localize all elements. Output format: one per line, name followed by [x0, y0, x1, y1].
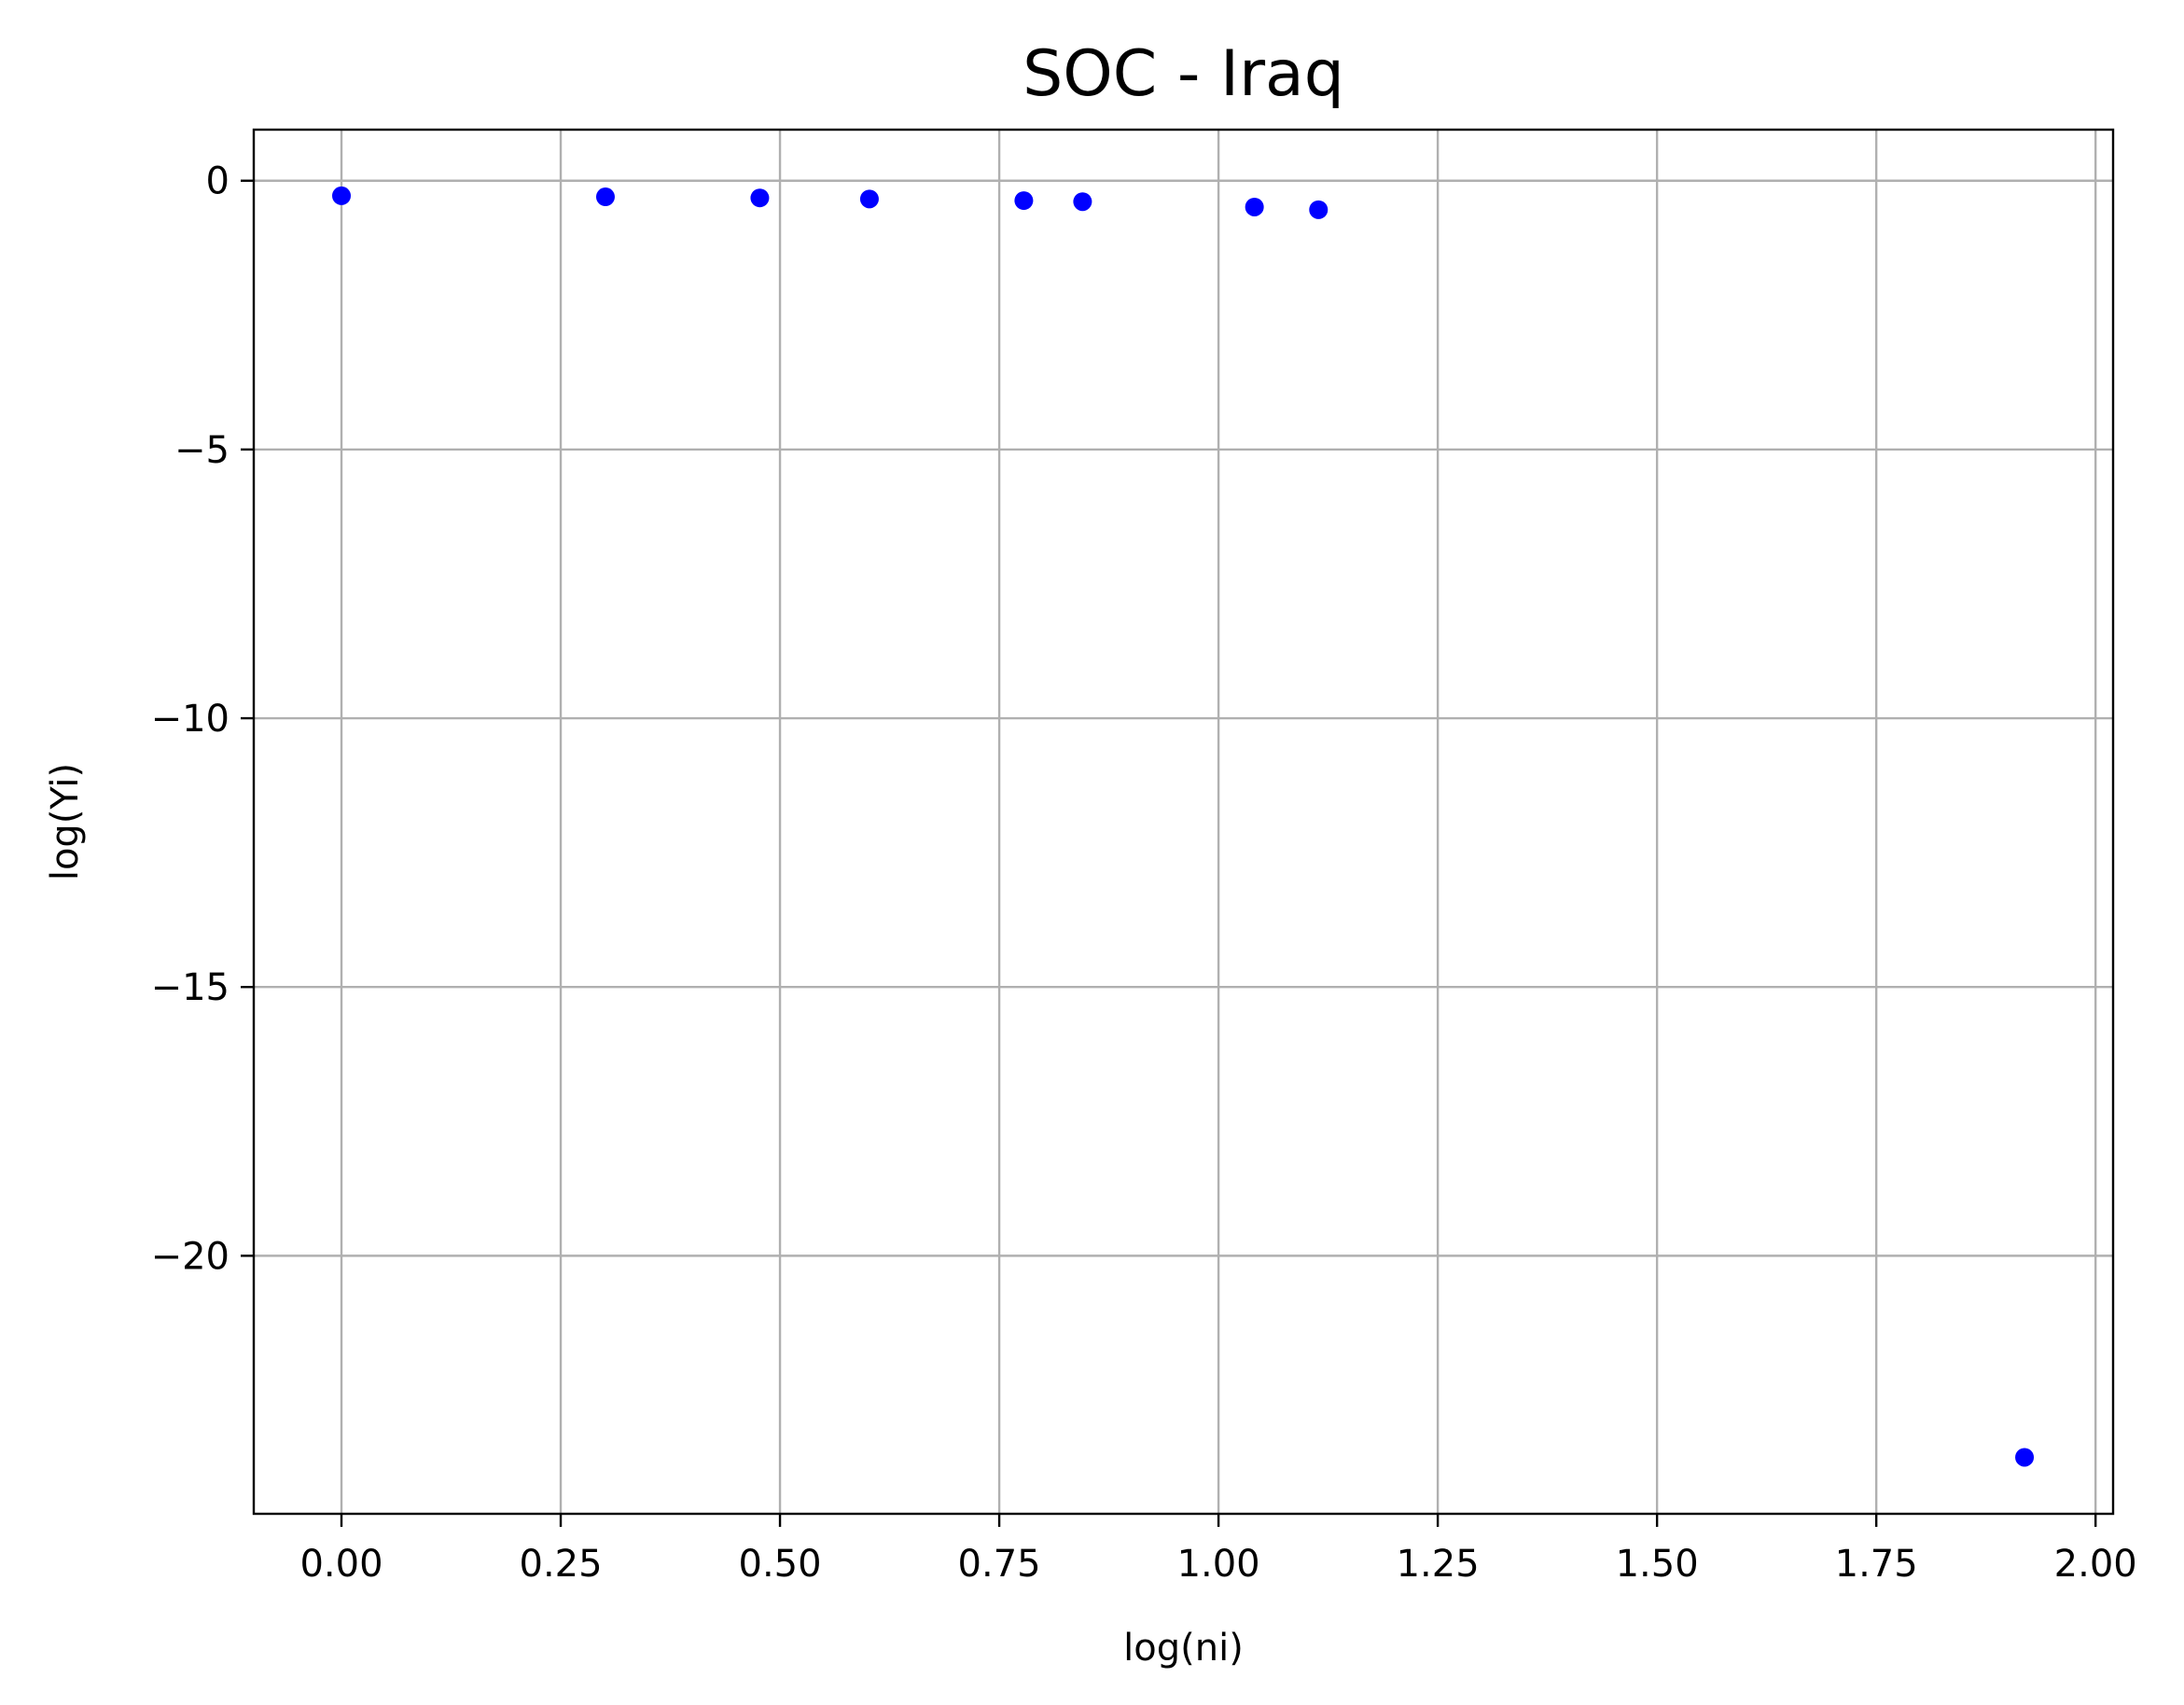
x-tick-label: 1.25	[1397, 1543, 1480, 1586]
data-points	[332, 186, 2035, 1467]
grid	[254, 130, 2113, 1514]
x-tick-label: 1.75	[1835, 1543, 1918, 1586]
chart-title: SOC - Iraq	[1022, 37, 1344, 111]
x-tick-label: 0.50	[739, 1543, 822, 1586]
y-tick-label: −10	[151, 698, 230, 741]
x-tick-label: 1.00	[1177, 1543, 1260, 1586]
x-axis-label: log(ni)	[1123, 1627, 1244, 1670]
y-axis-label: log(Yi)	[44, 763, 87, 880]
axis-ticks: 0.00 0.25 0.50 0.75 1.00 1.25 1.50 1.75 2.00 0 −5 −…	[151, 160, 2137, 1586]
y-tick-label: −15	[151, 966, 230, 1009]
x-tick-label: 1.50	[1616, 1543, 1699, 1586]
data-point	[1014, 191, 1034, 211]
data-point	[595, 187, 615, 207]
y-tick-label: −20	[151, 1235, 230, 1278]
data-point	[859, 189, 879, 209]
y-tick-label: 0	[206, 160, 230, 203]
data-point	[1073, 192, 1092, 212]
data-point	[1309, 200, 1328, 219]
plot-area-frame	[252, 128, 2115, 1516]
x-tick-label: 0.00	[299, 1543, 383, 1586]
y-tick-label: −5	[174, 429, 230, 472]
data-point	[2015, 1448, 2035, 1467]
data-point	[1245, 197, 1264, 216]
data-point	[750, 188, 770, 208]
x-tick-label: 0.75	[958, 1543, 1041, 1586]
data-point	[332, 186, 352, 205]
x-tick-label: 2.00	[2054, 1543, 2137, 1586]
x-tick-label: 0.25	[520, 1543, 603, 1586]
